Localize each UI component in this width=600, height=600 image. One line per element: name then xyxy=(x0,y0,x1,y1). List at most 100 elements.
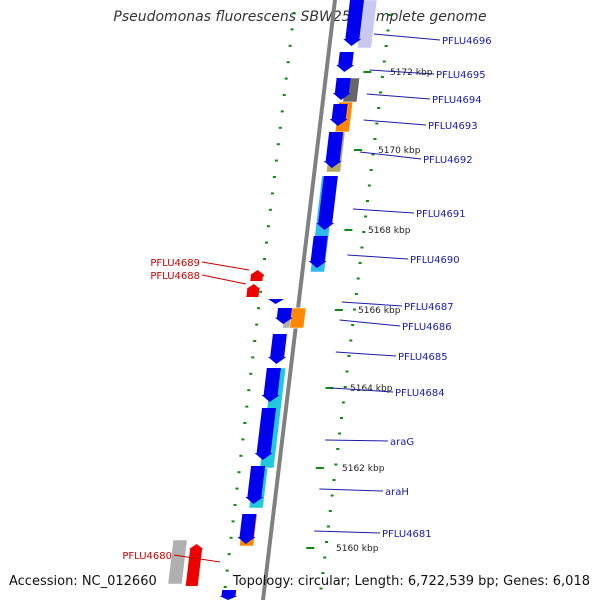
inner-dot xyxy=(255,323,259,326)
inner-dot xyxy=(225,569,229,572)
outer-tick xyxy=(352,308,356,311)
outer-tick xyxy=(362,231,366,233)
outer-tick xyxy=(332,479,336,481)
gene-leader-line xyxy=(366,93,431,100)
outer-tick xyxy=(339,417,343,419)
outer-tick xyxy=(358,262,362,264)
outer-tick xyxy=(371,153,375,156)
forward-gene-label: PFLU4685 xyxy=(398,352,448,363)
inner-dot xyxy=(280,110,284,113)
position-tick-label: 5166 kbp xyxy=(358,306,401,316)
forward-cds-arrow xyxy=(268,299,285,304)
outer-tick xyxy=(380,76,384,78)
cds-track xyxy=(185,0,364,600)
gene-leader-line xyxy=(369,69,435,75)
inner-dot xyxy=(270,192,274,195)
inner-dot xyxy=(237,471,241,474)
outer-tick xyxy=(330,494,334,497)
forward-gene-label: araH xyxy=(385,487,409,498)
position-tick-label: 5164 kbp xyxy=(350,384,393,394)
outer-tick-marks xyxy=(319,14,392,590)
outer-tick xyxy=(326,525,330,528)
forward-cds-arrow xyxy=(329,104,348,126)
inner-dot xyxy=(235,487,239,490)
forward-cds-arrow xyxy=(254,408,277,460)
outer-tick xyxy=(349,339,353,342)
forward-cds-arrow xyxy=(308,236,328,268)
inner-dot xyxy=(257,307,261,310)
forward-gene-label: PFLU4694 xyxy=(432,95,482,106)
inner-dot xyxy=(265,241,269,244)
outer-tick xyxy=(384,45,388,47)
outer-tick xyxy=(388,14,392,16)
gene-leader-line xyxy=(325,439,389,442)
outer-tick xyxy=(364,215,368,218)
gene-leader-line xyxy=(352,208,415,214)
inner-dot xyxy=(253,340,257,342)
inner-dot xyxy=(227,553,231,556)
outer-tick xyxy=(382,60,386,63)
gene-leader-line xyxy=(319,488,384,492)
inner-dot xyxy=(243,422,247,424)
forward-gene-label: araG xyxy=(390,437,414,448)
outer-tick xyxy=(354,293,358,295)
label-leader-lines xyxy=(173,33,441,563)
forward-cds-arrow xyxy=(237,514,257,544)
outer-tick xyxy=(336,448,340,450)
inner-dot xyxy=(292,12,296,14)
outer-tick xyxy=(356,277,360,280)
forward-cds-arrow xyxy=(323,132,344,168)
outer-tick xyxy=(369,169,373,171)
forward-gene-label: PFLU4693 xyxy=(428,121,478,132)
gene-leader-line xyxy=(335,351,397,357)
outer-tick xyxy=(366,200,369,202)
position-tick-label: 5170 kbp xyxy=(378,146,421,156)
inner-dot xyxy=(231,520,235,523)
outer-tick xyxy=(338,432,342,435)
position-tick-label: 5160 kbp xyxy=(336,544,379,554)
inner-dot xyxy=(239,454,243,457)
gene-leader-line xyxy=(201,274,247,285)
gene-leader-line xyxy=(373,33,441,41)
outer-tick xyxy=(343,386,347,388)
forward-cds-arrow xyxy=(261,368,281,402)
forward-cds-arrow xyxy=(336,52,355,72)
forward-gene-label: PFLU4695 xyxy=(436,70,486,81)
position-tick-label: 5168 kbp xyxy=(368,226,411,236)
forward-gene-label: PFLU4687 xyxy=(404,302,454,313)
reverse-cds-arrow xyxy=(246,284,261,297)
outer-tick xyxy=(328,510,332,512)
forward-gene-label: PFLU4692 xyxy=(423,155,473,166)
blast-hit-block xyxy=(167,539,188,585)
forward-cds-arrow xyxy=(245,466,266,504)
forward-cds-arrow xyxy=(343,0,364,46)
outer-tick xyxy=(373,138,377,140)
inner-dot xyxy=(268,208,272,211)
outer-tick xyxy=(321,572,325,574)
inner-tick-dots xyxy=(223,12,296,588)
outer-tick xyxy=(319,587,323,590)
inner-dot xyxy=(263,258,267,260)
reverse-gene-label: PFLU4689 xyxy=(150,258,200,269)
reverse-gene-label: PFLU4688 xyxy=(150,271,200,282)
inner-dot xyxy=(276,143,280,146)
inner-dot xyxy=(229,536,233,539)
inner-dot xyxy=(259,290,263,293)
outer-tick xyxy=(360,246,364,249)
inner-dot xyxy=(233,504,237,506)
inner-dot xyxy=(282,94,286,96)
gene-leader-line xyxy=(339,319,401,327)
forward-cds-arrow xyxy=(332,78,351,100)
genome-summary-text: Topology: circular; Length: 6,722,539 bp… xyxy=(232,574,590,589)
reverse-gene-label: PFLU4680 xyxy=(122,551,172,562)
blast-hit-block xyxy=(289,307,307,329)
forward-cds-arrow xyxy=(268,334,287,364)
outer-tick xyxy=(375,122,379,125)
forward-gene-label: PFLU4681 xyxy=(382,529,432,540)
map-title: Pseudomonas fluorescens SBW25, complete … xyxy=(113,9,487,25)
forward-gene-label: PFLU4686 xyxy=(402,322,452,333)
gene-leader-line xyxy=(201,261,250,271)
inner-dot xyxy=(284,77,288,80)
inner-dot xyxy=(286,61,290,64)
